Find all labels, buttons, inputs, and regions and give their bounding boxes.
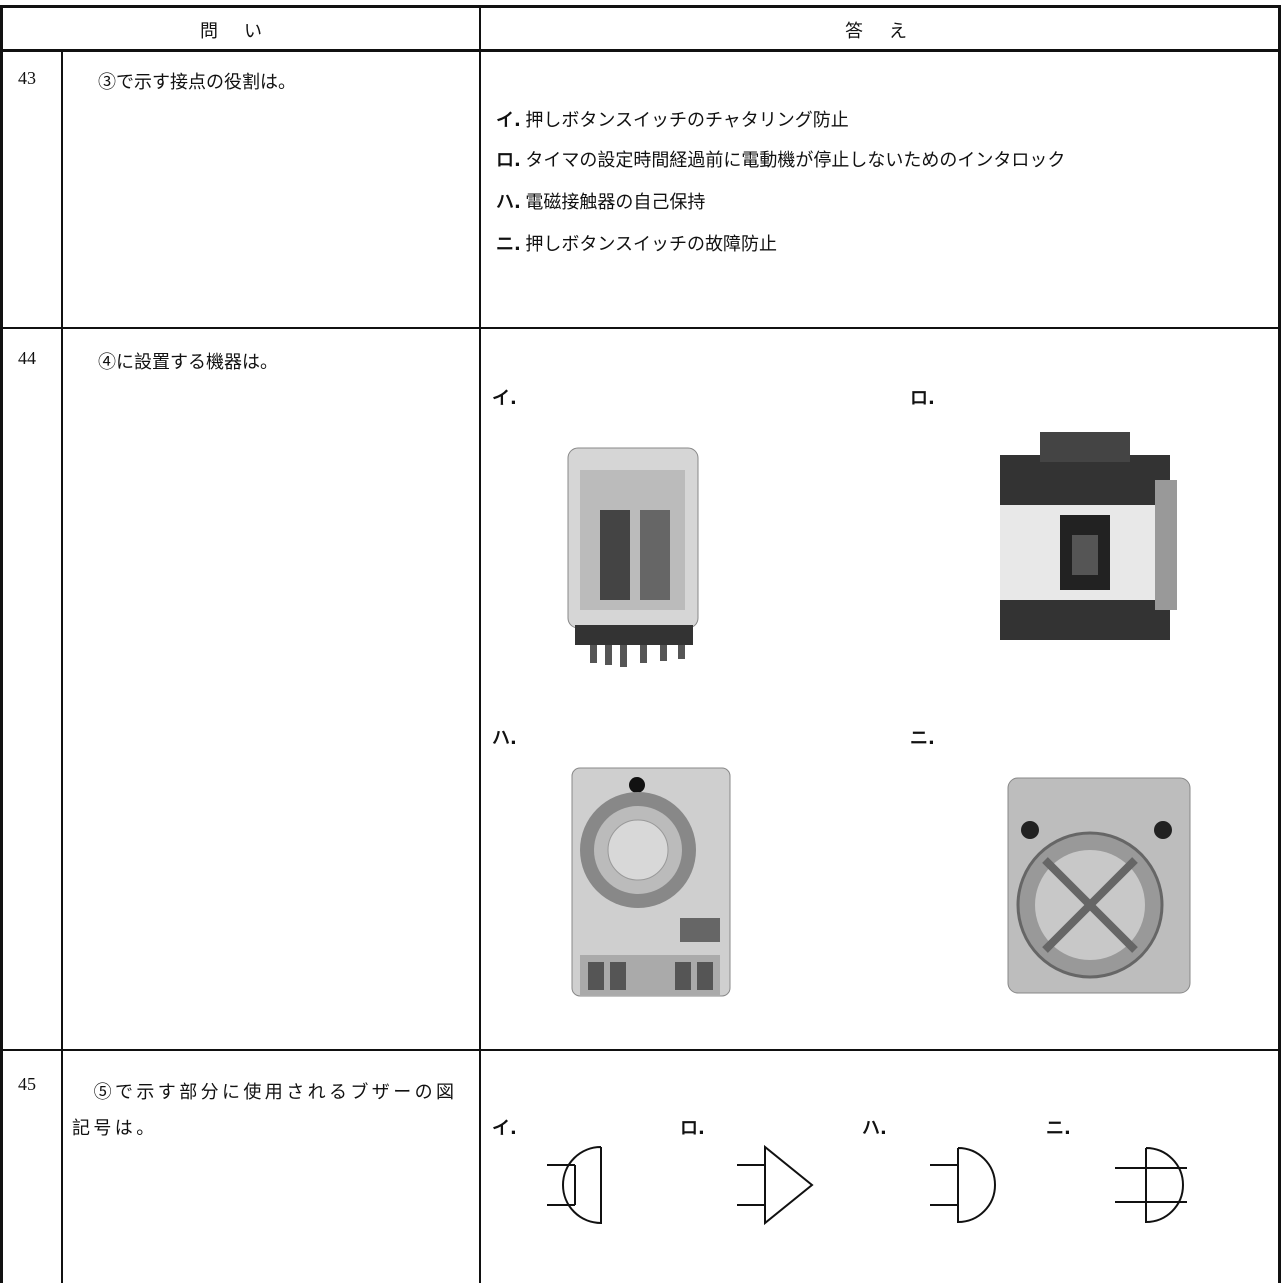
question-number: 43 — [18, 68, 36, 88]
rule — [1278, 5, 1281, 1283]
question-number: 44 — [18, 348, 36, 368]
symbol-ni — [1115, 1147, 1187, 1224]
option-label: ハ. — [862, 1118, 887, 1139]
rule — [0, 1049, 1281, 1051]
rule — [479, 5, 481, 1283]
rule — [0, 5, 1281, 8]
relay-photo — [567, 447, 699, 667]
rule — [0, 5, 3, 1283]
question-number: 45 — [18, 1074, 36, 1094]
header-question: 問 い — [200, 21, 266, 41]
rule — [61, 51, 63, 1283]
option-label: ハ. — [492, 728, 517, 749]
symbol-ha — [930, 1147, 996, 1224]
option-label: イ. — [496, 110, 521, 131]
option-text: 押しボタンスイッチの故障防止 — [525, 234, 777, 254]
symbol-ro — [737, 1144, 814, 1226]
option-label: ニ. — [496, 234, 521, 255]
option-label: ニ. — [910, 728, 935, 749]
header-answer: 答 え — [845, 21, 911, 41]
option-label: ハ. — [496, 192, 521, 213]
time-switch-photo — [571, 767, 731, 997]
question-text: ④に設置する機器は。 — [98, 352, 278, 372]
option-text: 押しボタンスイッチのチャタリング防止 — [525, 110, 849, 130]
option-label: イ. — [492, 388, 517, 409]
option-label: ロ. — [496, 150, 521, 171]
question-text: ③で示す接点の役割は。 — [98, 72, 296, 92]
option-text: 電磁接触器の自己保持 — [525, 192, 706, 212]
option-text: タイマの設定時間経過前に電動機が停止しないためのインタロック — [525, 150, 1066, 170]
timer-relay-photo — [1007, 777, 1191, 994]
contactor-photo — [1000, 432, 1177, 640]
rule — [0, 327, 1281, 329]
symbol-i — [547, 1146, 602, 1225]
option-label: ロ. — [680, 1118, 705, 1139]
rule — [0, 49, 1281, 52]
question-text: ⑤で示す部分に使用されるブザーの図記号は。 — [72, 1082, 458, 1138]
option-label: イ. — [492, 1118, 517, 1139]
option-label: ニ. — [1046, 1118, 1071, 1139]
option-label: ロ. — [910, 388, 935, 409]
